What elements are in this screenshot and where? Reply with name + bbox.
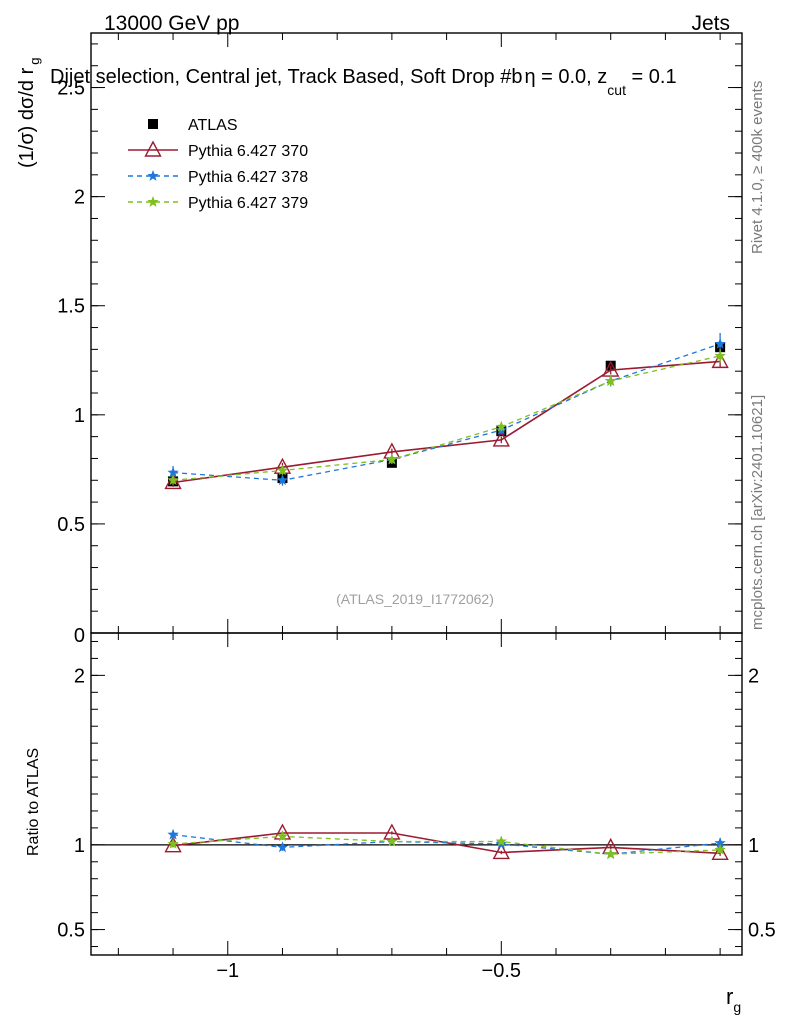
legend-label-1: Pythia 6.427 370 xyxy=(188,143,308,160)
main-series-line-1 xyxy=(172,360,721,484)
main-ylabel-text: (1/σ) dσ/d r xyxy=(16,67,38,168)
ratio-point-2-3 xyxy=(495,835,507,847)
legend-marker-0 xyxy=(148,119,158,129)
analysis-watermark: (ATLAS_2019_I1772062) xyxy=(336,591,494,607)
main-plot-area xyxy=(164,333,729,490)
main-series-line-3 xyxy=(173,355,721,481)
plot-title-eta: η = 0.0, z xyxy=(524,66,607,88)
plot-title-sub: cut xyxy=(607,82,626,98)
y-tick-label-zero: 0 xyxy=(74,625,85,647)
ratio-point-1-5 xyxy=(714,837,726,848)
y-tick-label-ratio: 2 xyxy=(74,665,85,687)
main-point-2-5 xyxy=(714,337,726,349)
main-series-line-2 xyxy=(173,343,721,481)
y-tick-label-main: 1 xyxy=(74,405,85,427)
main-point-3-4 xyxy=(605,375,617,386)
y-tick-label-main: 1.5 xyxy=(57,296,85,318)
legend-label-2: Pythia 6.427 378 xyxy=(188,169,308,186)
x-tick-label: −0.5 xyxy=(482,960,521,982)
y-tick-label-ratio: 0.5 xyxy=(57,920,85,942)
x-axis-label-sub: g xyxy=(733,999,741,1015)
ratio-series-line-1 xyxy=(173,834,721,855)
legend-marker-3 xyxy=(147,196,159,207)
main-ylabel: (1/σ) dσ/d r g xyxy=(16,58,42,169)
main-point-3-3 xyxy=(495,420,507,432)
ratio-point-1-0 xyxy=(167,828,179,840)
main-point-3-5 xyxy=(714,349,726,361)
legend-label-3: Pythia 6.427 379 xyxy=(188,195,308,212)
header-energy: 13000 GeV pp xyxy=(104,12,239,35)
legend-label-0: ATLAS xyxy=(188,117,238,134)
y-tick-label-main: 2.5 xyxy=(57,78,85,100)
main-point-1-0 xyxy=(164,472,182,490)
y-tick-label-ratio-right: 2 xyxy=(748,665,759,687)
ratio-series-line-2 xyxy=(173,835,721,855)
legend: ATLAS Pythia 6.427 370 Pythia 6.427 378 Pyt… xyxy=(128,117,308,212)
legend-marker-1 xyxy=(144,140,162,157)
plot-title-tail: = 0.1 xyxy=(626,66,677,88)
mcplots-label: mcplots.cern.ch [arXiv:2401.10621] xyxy=(749,395,766,630)
ratio-point-2-5 xyxy=(714,843,726,855)
main-point-3-1 xyxy=(276,464,289,476)
y-tick-label-main: 0.5 xyxy=(57,514,85,536)
ratio-point-2-4 xyxy=(605,848,617,859)
main-point-1-5 xyxy=(711,351,729,369)
y-tick-label-ratio-right: 0.5 xyxy=(748,920,776,942)
x-axis-label: rg xyxy=(726,984,741,1015)
y-tick-label-main: 2 xyxy=(74,187,85,209)
y-tick-label-ratio: 1 xyxy=(74,835,85,857)
plot-title: Dijet selection, Central jet, Track Base… xyxy=(50,66,677,98)
ratio-point-0-0 xyxy=(164,836,182,853)
ratio-plot-area xyxy=(91,823,742,861)
main-ylabel-sub: g xyxy=(27,58,42,65)
main-point-2-1 xyxy=(276,474,289,486)
main-point-3-0 xyxy=(167,474,179,486)
legend-marker-2 xyxy=(147,170,159,181)
plot-title-main: Dijet selection, Central jet, Track Base… xyxy=(50,66,522,88)
ratio-point-0-3 xyxy=(492,842,510,860)
axis-ticks: 0.5 1 1.5 2 2.5 0 0.5 0.5 1 1 2 2 −1 −0.5 xyxy=(57,33,776,982)
ratio-ylabel: Ratio to ATLAS xyxy=(25,748,42,856)
rivet-label: Rivet 4.1.0, ≥ 400k events xyxy=(749,81,766,254)
ratio-point-2-2 xyxy=(386,835,398,847)
main-point-2-0 xyxy=(167,466,179,478)
main-point-1-3 xyxy=(492,430,510,447)
ratio-point-0-1 xyxy=(273,823,292,840)
ratio-panel-frame xyxy=(90,632,743,956)
ratio-point-2-1 xyxy=(276,830,289,842)
ratio-point-2-0 xyxy=(167,838,179,849)
main-point-3-2 xyxy=(386,453,398,465)
x-axis-label-text: r xyxy=(726,984,733,1009)
y-tick-label-ratio-right: 1 xyxy=(748,835,759,857)
x-tick-label: −1 xyxy=(216,960,239,982)
ratio-point-0-5 xyxy=(711,843,729,861)
ratio-point-1-1 xyxy=(276,841,289,853)
header-category: Jets xyxy=(691,12,730,35)
